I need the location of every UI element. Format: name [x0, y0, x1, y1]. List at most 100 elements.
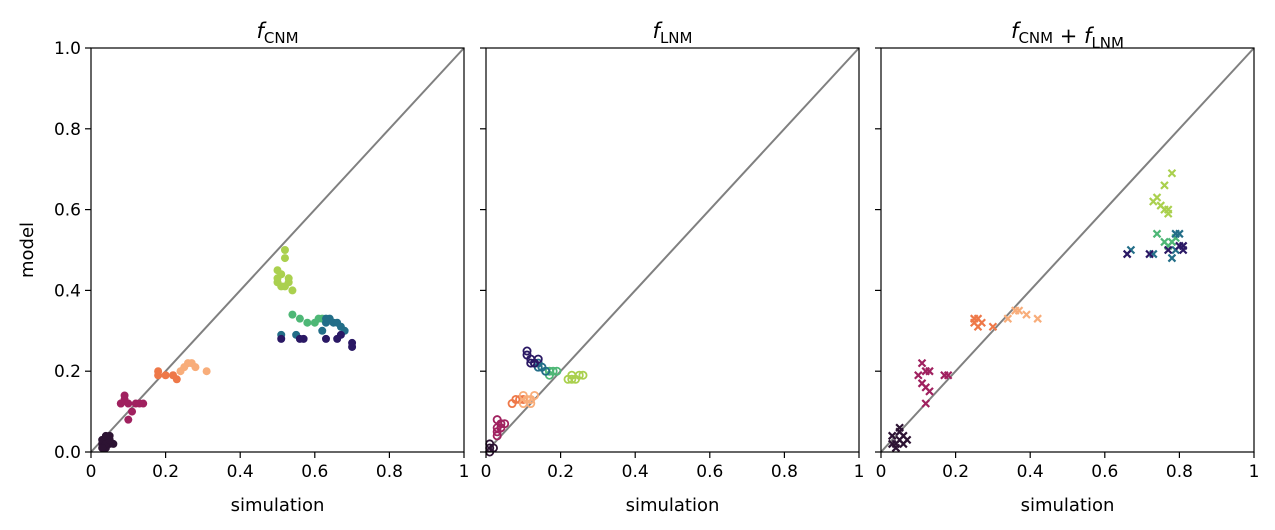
data-point [321, 334, 330, 343]
data-point [1163, 245, 1173, 255]
title-part: f [1084, 24, 1095, 48]
data-point [348, 342, 357, 351]
data-point [526, 358, 536, 368]
data-point [303, 318, 312, 327]
data-point [914, 370, 923, 380]
x-axis-label: simulation [231, 495, 325, 516]
data-point [887, 431, 897, 441]
x-tick-label: 0 [86, 462, 97, 482]
data-point [277, 334, 286, 343]
series-points [98, 246, 357, 452]
x-tick-label: 1 [854, 462, 865, 482]
data-point [1152, 229, 1162, 239]
data-point [288, 286, 297, 295]
data-point [529, 390, 539, 400]
data-point [139, 399, 148, 408]
x-tick-label: 0.4 [1017, 462, 1044, 482]
data-point [1122, 249, 1132, 259]
data-point [299, 334, 308, 343]
data-point [116, 399, 125, 408]
series-points [485, 346, 588, 457]
panel-2: 0 0.2 0.4 0.6 0.8 1 simulation fLNM [480, 19, 864, 516]
data-point [492, 431, 502, 441]
x-tick-label: 0.4 [622, 462, 649, 482]
x-tick-label: 0.6 [696, 462, 723, 482]
data-point [176, 367, 185, 376]
series-points [887, 168, 1188, 453]
axes-frame [880, 47, 1255, 453]
data-point [277, 270, 286, 279]
y-tick-label: 0.4 [54, 281, 81, 301]
data-point [336, 330, 345, 339]
x-tick-label: 0 [876, 462, 887, 482]
data-point [284, 278, 293, 287]
data-point [98, 443, 107, 452]
x-tick-label: 0.8 [376, 462, 403, 482]
x-tick-label: 0.6 [1091, 462, 1118, 482]
x-tick-label: 0.8 [771, 462, 798, 482]
data-point [496, 423, 506, 433]
chart-title: fLNM [653, 19, 693, 47]
data-point [124, 415, 133, 424]
data-point [172, 375, 181, 384]
axes-frame [485, 47, 860, 453]
data-point [917, 358, 927, 368]
data-point [925, 387, 934, 396]
chart-title: fCNM + fLNM [1011, 19, 1124, 52]
data-point [567, 374, 577, 384]
title-subscript: LNM [660, 29, 693, 47]
y-axis-label: model [17, 222, 38, 278]
data-point [1178, 241, 1188, 251]
data-point [295, 314, 304, 323]
data-point [943, 370, 953, 380]
data-point [567, 370, 577, 380]
data-point [318, 326, 327, 335]
data-point [1033, 314, 1042, 323]
y-tick-label: 0.2 [54, 362, 81, 382]
title-subscript: LNM [1091, 34, 1124, 52]
data-point [526, 399, 536, 409]
data-point [101, 431, 110, 440]
diagonal-line [485, 47, 860, 453]
x-tick-label: 1 [459, 462, 470, 482]
data-point [1163, 209, 1173, 218]
title-subscript: CNM [264, 29, 299, 47]
data-point [1160, 181, 1169, 190]
x-tick-label: 0.6 [301, 462, 328, 482]
data-point [973, 322, 983, 332]
data-point [895, 423, 904, 433]
title-part: f [256, 19, 267, 43]
x-tick-label: 0 [481, 462, 492, 482]
data-point [124, 399, 133, 408]
title-part: + [1053, 24, 1084, 48]
data-point [288, 310, 297, 319]
data-point [321, 314, 330, 323]
panel-1: 00.0 0.2 0.2 0.4 0.4 0.6 0.6 0.8 0.8 1 1.0 simulati… [17, 19, 469, 516]
x-axis-label: simulation [1021, 495, 1115, 516]
data-point [1003, 314, 1013, 323]
data-point [154, 371, 163, 380]
data-point [1152, 193, 1162, 202]
x-tick-label: 0.2 [152, 462, 179, 482]
y-tick-label: 0.6 [54, 201, 81, 221]
y-tick-label: 0.0 [54, 443, 81, 463]
data-point [1167, 253, 1177, 263]
title-part: f [653, 19, 664, 43]
data-point [128, 407, 137, 416]
data-point [578, 370, 588, 380]
title-part: f [1011, 19, 1022, 43]
x-tick-label: 0.2 [942, 462, 969, 482]
y-tick-label: 0.8 [54, 120, 81, 140]
diagonal-line [90, 47, 465, 453]
x-axis-label: simulation [626, 495, 720, 516]
data-point [161, 371, 170, 380]
diagonal-line [880, 47, 1255, 453]
title-subscript: CNM [1018, 29, 1053, 47]
data-point [492, 415, 502, 425]
data-point [533, 354, 543, 364]
data-point [1145, 249, 1154, 259]
data-point [120, 391, 129, 400]
data-point [1014, 306, 1024, 315]
